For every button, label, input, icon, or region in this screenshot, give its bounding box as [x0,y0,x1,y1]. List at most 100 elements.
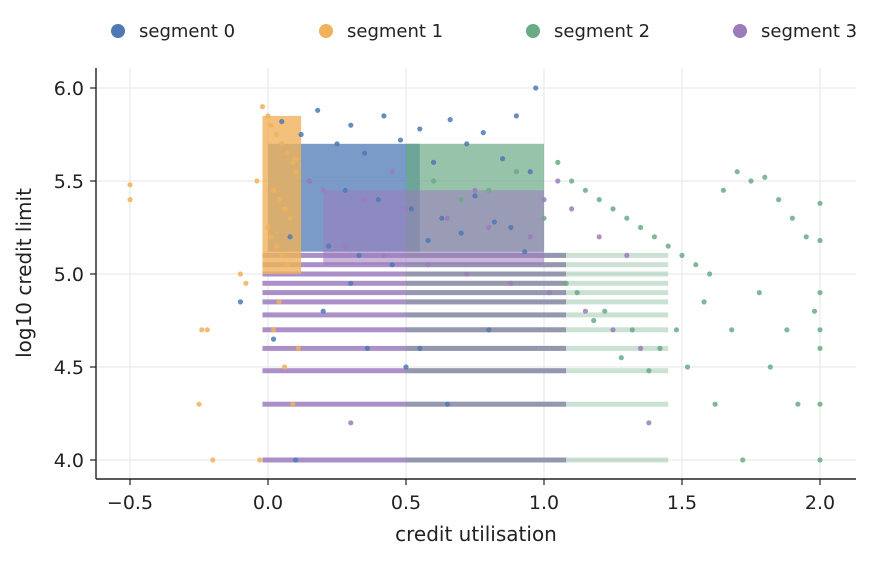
point-segment-2 [803,234,809,240]
point-segment-0 [348,280,354,286]
point-segment-2 [729,327,735,333]
legend-marker-segment-2 [526,24,540,38]
point-segment-3 [348,420,354,426]
point-segment-0 [464,141,470,147]
legend-label-segment-0: segment 0 [139,21,235,42]
point-segment-1 [295,345,301,351]
band-segment-3 [262,401,567,407]
point-segment-3 [624,252,630,258]
point-segment-2 [629,327,635,333]
point-segment-2 [795,401,801,407]
point-segment-2 [707,271,713,277]
x-tick-label: 1.5 [667,492,697,514]
point-segment-0 [527,169,533,175]
point-segment-1 [243,280,249,286]
dense-point-bands [262,115,669,463]
point-segment-0 [533,85,539,91]
point-segment-2 [693,262,699,268]
point-segment-1 [265,113,271,119]
point-segment-3 [596,234,602,240]
point-segment-2 [513,169,520,175]
point-segment-3 [306,178,312,184]
band-segment-2 [406,327,669,333]
band-segment-3 [262,290,567,296]
point-segment-3 [508,280,514,286]
point-segment-1 [210,457,216,463]
point-segment-0 [522,249,528,255]
point-segment-0 [334,141,340,147]
point-segment-1 [270,187,277,193]
point-segment-1 [287,215,293,221]
point-segment-1 [127,182,133,188]
point-segment-3 [555,178,561,184]
point-segment-2 [651,234,658,240]
point-segment-3 [320,187,326,193]
point-segment-1 [237,271,243,277]
point-segment-0 [342,187,348,193]
point-segment-2 [665,243,671,249]
point-segment-1 [199,327,205,333]
point-segment-0 [417,345,423,351]
point-segment-0 [320,308,326,314]
point-segment-2 [638,224,644,231]
y-tick-label: 4.0 [54,450,84,472]
point-segment-0 [397,137,404,143]
x-tick-label: 0.0 [253,492,283,514]
point-segment-3 [403,206,409,212]
point-segment-1 [284,150,290,156]
point-segment-0 [287,234,293,240]
point-segment-2 [624,215,630,221]
point-segment-1 [273,131,279,138]
point-segment-0 [364,345,370,351]
band-segment-2 [406,345,669,351]
point-segment-0 [508,224,514,231]
point-segment-2 [720,187,727,193]
point-segment-0 [439,215,445,221]
point-segment-2 [740,457,746,463]
band-segment-3 [262,280,567,286]
y-tick-label: 4.5 [54,357,84,379]
point-segment-2 [789,215,796,221]
legend-label-segment-2: segment 2 [554,21,650,42]
point-segment-2 [817,457,823,463]
point-segment-3 [464,271,470,277]
point-segment-2 [555,159,561,165]
point-segment-1 [127,197,133,203]
point-segment-1 [257,457,263,463]
point-segment-2 [811,308,818,314]
point-segment-2 [817,345,823,351]
legend-label-segment-1: segment 1 [347,21,443,42]
point-segment-1 [273,243,279,249]
point-segment-2 [569,178,575,184]
legend: segment 0 segment 1 segment 2 segment 3 [111,21,857,42]
point-segment-3 [569,206,575,212]
point-segment-1 [281,206,288,212]
point-segment-2 [602,308,608,314]
point-segment-1 [290,159,296,165]
point-segment-2 [817,290,823,296]
point-segment-2 [582,187,589,193]
point-segment-3 [638,345,644,351]
point-segment-2 [817,327,823,333]
point-segment-1 [268,122,274,128]
point-segment-2 [734,169,740,175]
scatter-points [127,85,823,463]
point-segment-2 [541,215,547,221]
point-segment-2 [684,364,691,370]
point-segment-0 [486,327,492,333]
band-segment-2 [406,457,669,463]
point-segment-3 [342,243,348,249]
band-segment-3 [262,457,567,463]
point-segment-3 [425,262,431,268]
point-segment-0 [500,156,506,162]
band-segment-2 [406,290,669,296]
band-segment-2 [406,312,669,318]
point-segment-0 [315,107,321,113]
point-segment-2 [618,355,624,361]
point-segment-0 [472,193,478,199]
point-segment-0 [279,118,285,125]
point-segment-2 [596,197,602,203]
x-tick-label: 2.0 [805,492,835,514]
point-segment-2 [776,197,782,203]
point-segment-1 [270,327,277,333]
